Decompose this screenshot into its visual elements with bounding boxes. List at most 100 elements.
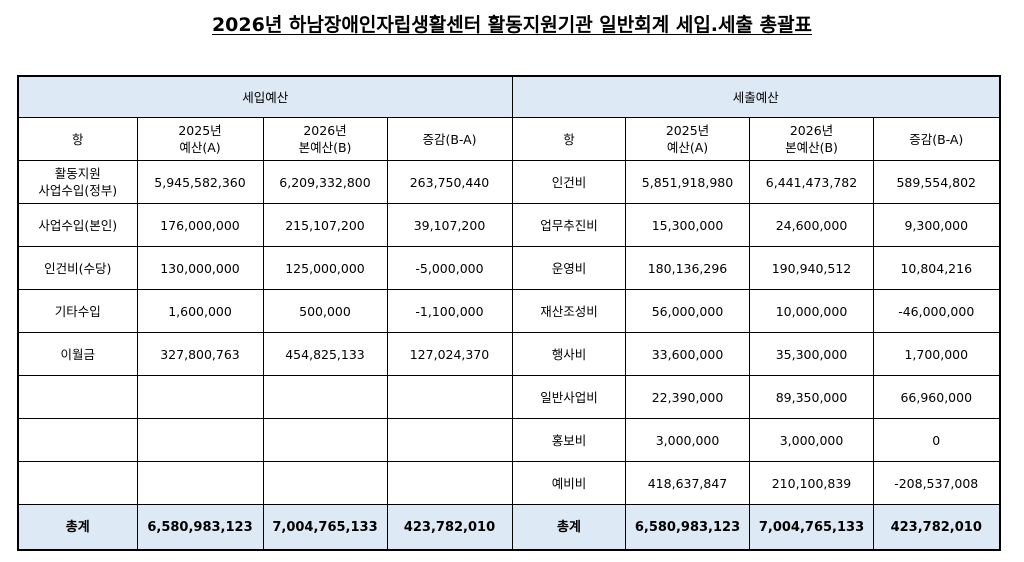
- table-row: 행사비 33,600,000 35,300,000 1,700,000: [512, 332, 1000, 376]
- expense-table: 세출예산 항 2025년 예산(A) 2026년 본예산(B) 증감(B-A) 인건비 5,85…: [512, 75, 1001, 551]
- amount-cell: 10,000,000: [749, 289, 874, 333]
- amount-cell: 180,136,296: [625, 246, 750, 290]
- item-cell: 사업수입(본인): [17, 203, 138, 247]
- column-header: 증감(B-A): [873, 117, 1000, 161]
- total-label: 총계: [512, 504, 626, 551]
- column-header: 항: [512, 117, 626, 161]
- table-row: [17, 418, 513, 462]
- item-cell: 홍보비: [512, 418, 626, 462]
- total-amount: 6,580,983,123: [625, 504, 750, 551]
- item-cell: 일반사업비: [512, 375, 626, 419]
- amount-cell: 22,390,000: [625, 375, 750, 419]
- table-row: 홍보비 3,000,000 3,000,000 0: [512, 418, 1000, 462]
- amount-cell: 56,000,000: [625, 289, 750, 333]
- amount-cell: -5,000,000: [386, 246, 513, 290]
- amount-cell: 6,441,473,782: [749, 160, 874, 204]
- amount-cell: [262, 418, 388, 462]
- amount-cell: 9,300,000: [873, 203, 1000, 247]
- amount-cell: 327,800,763: [136, 332, 264, 376]
- amount-cell: [136, 418, 264, 462]
- amount-cell: 0: [873, 418, 1000, 462]
- item-cell: 업무추진비: [512, 203, 626, 247]
- amount-cell: 15,300,000: [625, 203, 750, 247]
- item-cell: 예비비: [512, 461, 626, 505]
- amount-cell: 1,600,000: [136, 289, 264, 333]
- table-row: 이월금 327,800,763 454,825,133 127,024,370: [17, 332, 513, 376]
- page-title: 2026년 하남장애인자립생활센터 활동지원기관 일반회계 세입.세출 총괄표: [211, 14, 813, 36]
- revenue-total-row: 총계 6,580,983,123 7,004,765,133 423,782,010: [17, 504, 513, 551]
- amount-cell: 1,700,000: [873, 332, 1000, 376]
- amount-cell: 454,825,133: [262, 332, 388, 376]
- total-amount: 6,580,983,123: [136, 504, 264, 551]
- column-header: 항: [17, 117, 138, 161]
- amount-cell: [262, 461, 388, 505]
- amount-cell: 89,350,000: [749, 375, 874, 419]
- expense-total-row: 총계 6,580,983,123 7,004,765,133 423,782,010: [512, 504, 1000, 551]
- table-row: 사업수입(본인) 176,000,000 215,107,200 39,107,200: [17, 203, 513, 247]
- table-row: 운영비 180,136,296 190,940,512 10,804,216: [512, 246, 1000, 290]
- table-row: 일반사업비 22,390,000 89,350,000 66,960,000: [512, 375, 1000, 419]
- total-amount: 7,004,765,133: [749, 504, 874, 551]
- amount-cell: 130,000,000: [136, 246, 264, 290]
- item-cell: 인건비(수당): [17, 246, 138, 290]
- amount-cell: 589,554,802: [873, 160, 1000, 204]
- table-row: [17, 375, 513, 419]
- item-cell: 이월금: [17, 332, 138, 376]
- amount-cell: 500,000: [262, 289, 388, 333]
- item-cell: 운영비: [512, 246, 626, 290]
- table-row: 재산조성비 56,000,000 10,000,000 -46,000,000: [512, 289, 1000, 333]
- amount-cell: 125,000,000: [262, 246, 388, 290]
- amount-cell: 33,600,000: [625, 332, 750, 376]
- table-row: 인건비(수당) 130,000,000 125,000,000 -5,000,000: [17, 246, 513, 290]
- amount-cell: 3,000,000: [749, 418, 874, 462]
- amount-cell: 210,100,839: [749, 461, 874, 505]
- amount-cell: 5,851,918,980: [625, 160, 750, 204]
- table-row: [17, 461, 513, 505]
- column-header: 2026년 본예산(B): [749, 117, 874, 161]
- total-amount: 423,782,010: [873, 504, 1000, 551]
- amount-cell: 190,940,512: [749, 246, 874, 290]
- amount-cell: [386, 418, 513, 462]
- item-cell: 활동지원 사업수입(정부): [17, 160, 138, 204]
- amount-cell: 10,804,216: [873, 246, 1000, 290]
- item-cell: [17, 375, 138, 419]
- amount-cell: 176,000,000: [136, 203, 264, 247]
- table-row: 활동지원 사업수입(정부) 5,945,582,360 6,209,332,800 26…: [17, 160, 513, 204]
- item-cell: 기타수입: [17, 289, 138, 333]
- amount-cell: 24,600,000: [749, 203, 874, 247]
- table-row: 인건비 5,851,918,980 6,441,473,782 589,554,802: [512, 160, 1000, 204]
- revenue-section-header: 세입예산: [17, 75, 513, 118]
- column-header: 2025년 예산(A): [136, 117, 264, 161]
- table-row: 업무추진비 15,300,000 24,600,000 9,300,000: [512, 203, 1000, 247]
- amount-cell: 418,637,847: [625, 461, 750, 505]
- table-row: 기타수입 1,600,000 500,000 -1,100,000: [17, 289, 513, 333]
- amount-cell: 127,024,370: [386, 332, 513, 376]
- item-cell: 재산조성비: [512, 289, 626, 333]
- item-cell: [17, 418, 138, 462]
- amount-cell: -1,100,000: [386, 289, 513, 333]
- revenue-table: 세입예산 항 2025년 예산(A) 2026년 본예산(B) 증감(B-A) 활동지원 사업수…: [17, 75, 513, 551]
- table-row: 예비비 418,637,847 210,100,839 -208,537,008: [512, 461, 1000, 505]
- amount-cell: [386, 375, 513, 419]
- column-header: 2025년 예산(A): [625, 117, 750, 161]
- item-cell: [17, 461, 138, 505]
- amount-cell: 3,000,000: [625, 418, 750, 462]
- amount-cell: [136, 375, 264, 419]
- total-amount: 423,782,010: [386, 504, 513, 551]
- amount-cell: [136, 461, 264, 505]
- item-cell: 행사비: [512, 332, 626, 376]
- column-header: 2026년 본예산(B): [262, 117, 388, 161]
- column-header: 증감(B-A): [386, 117, 513, 161]
- expense-section-header: 세출예산: [512, 75, 1000, 118]
- amount-cell: [262, 375, 388, 419]
- expense-column-headers: 항 2025년 예산(A) 2026년 본예산(B) 증감(B-A): [512, 117, 1000, 161]
- amount-cell: 6,209,332,800: [262, 160, 388, 204]
- amount-cell: 39,107,200: [386, 203, 513, 247]
- total-label: 총계: [17, 504, 138, 551]
- item-cell: 인건비: [512, 160, 626, 204]
- revenue-column-headers: 항 2025년 예산(A) 2026년 본예산(B) 증감(B-A): [17, 117, 513, 161]
- amount-cell: -208,537,008: [873, 461, 1000, 505]
- amount-cell: 5,945,582,360: [136, 160, 264, 204]
- amount-cell: [386, 461, 513, 505]
- total-amount: 7,004,765,133: [262, 504, 388, 551]
